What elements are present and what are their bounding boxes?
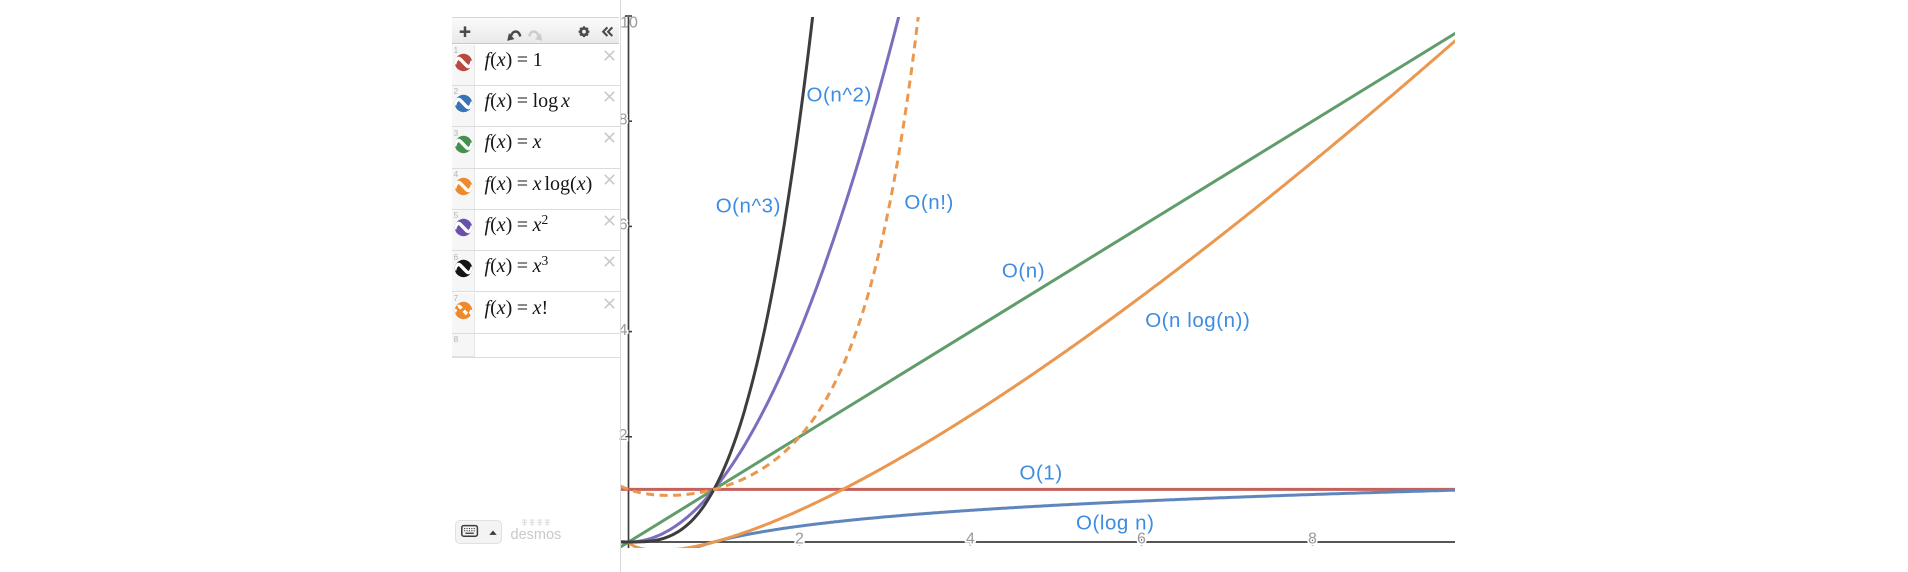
svg-text:O(n^2): O(n^2) xyxy=(807,83,872,106)
svg-text:O(1): O(1) xyxy=(1020,461,1063,484)
svg-text:O(log n): O(log n) xyxy=(1076,511,1154,534)
svg-text:2: 2 xyxy=(795,531,804,548)
svg-text:O(n): O(n) xyxy=(1002,259,1045,282)
svg-text:8: 8 xyxy=(1308,531,1317,548)
svg-text:O(n log(n)): O(n log(n)) xyxy=(1145,309,1250,332)
svg-text:O(n^3): O(n^3) xyxy=(716,194,781,217)
svg-text:O(n!): O(n!) xyxy=(904,191,953,214)
svg-text:4: 4 xyxy=(966,531,975,548)
svg-text:6: 6 xyxy=(1137,531,1146,548)
